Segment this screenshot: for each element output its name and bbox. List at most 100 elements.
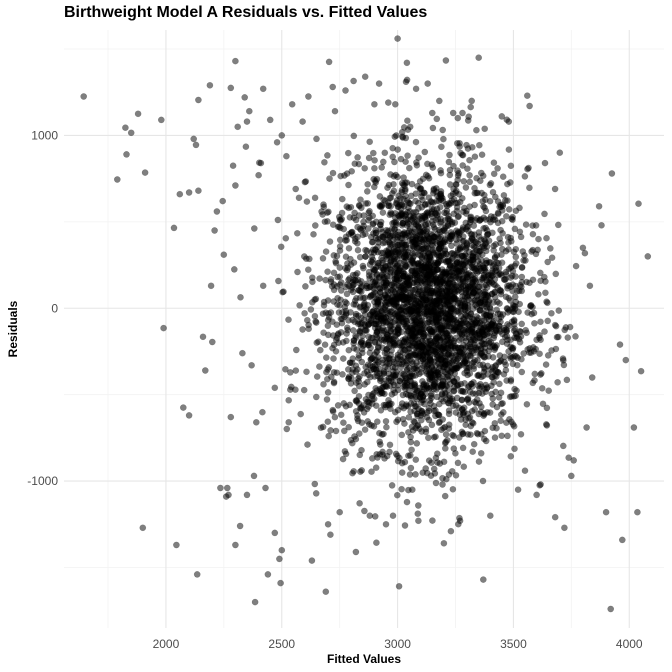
data-point — [537, 277, 545, 285]
data-point — [570, 457, 578, 464]
data-point — [465, 334, 473, 341]
data-point — [232, 182, 239, 189]
data-point — [516, 338, 524, 346]
data-point — [303, 316, 311, 324]
data-point — [378, 164, 386, 171]
data-point — [236, 522, 244, 530]
data-point — [506, 297, 514, 304]
data-point — [347, 261, 355, 269]
data-point — [405, 486, 412, 494]
data-point — [232, 541, 239, 549]
data-point — [487, 271, 495, 279]
data-point — [384, 294, 392, 302]
data-point — [277, 243, 285, 251]
data-point — [489, 354, 497, 361]
data-point — [405, 452, 412, 460]
data-point — [442, 57, 450, 64]
data-point — [607, 605, 615, 613]
data-point — [370, 266, 378, 274]
data-point — [479, 274, 486, 282]
data-point — [331, 413, 339, 421]
data-point — [408, 180, 416, 188]
data-point — [499, 173, 507, 180]
data-point — [308, 274, 316, 282]
data-point — [373, 307, 381, 315]
data-point — [342, 450, 350, 458]
data-point — [479, 477, 487, 485]
data-point — [319, 423, 327, 431]
data-point — [316, 275, 323, 282]
data-point — [521, 467, 529, 475]
data-point — [412, 393, 420, 401]
data-point — [503, 116, 511, 123]
data-point — [446, 272, 453, 280]
data-point — [368, 422, 375, 429]
data-point — [322, 354, 330, 361]
data-point — [394, 241, 401, 249]
data-point — [518, 355, 525, 363]
data-point — [407, 324, 415, 332]
data-point — [544, 352, 552, 359]
data-point — [393, 291, 400, 298]
data-point — [384, 184, 391, 191]
data-point — [463, 274, 471, 281]
data-point — [434, 321, 441, 329]
data-point — [498, 271, 505, 279]
data-point — [245, 107, 253, 115]
data-point — [292, 346, 300, 354]
data-point — [394, 381, 402, 389]
data-point — [394, 416, 402, 424]
data-point — [386, 441, 394, 449]
data-point — [350, 77, 357, 85]
data-point — [455, 381, 462, 389]
data-point — [406, 372, 414, 380]
data-point — [403, 262, 410, 270]
data-point — [435, 289, 443, 296]
data-point — [427, 371, 435, 379]
data-point — [498, 113, 506, 120]
data-point — [376, 438, 384, 446]
data-point — [405, 413, 413, 421]
data-point — [572, 333, 579, 340]
data-point — [361, 426, 369, 434]
data-point — [529, 246, 537, 254]
data-point — [496, 235, 504, 242]
data-point — [448, 255, 456, 263]
data-point — [466, 171, 473, 179]
data-point — [598, 221, 605, 229]
data-point — [415, 239, 423, 247]
data-point — [521, 251, 528, 259]
data-point — [329, 406, 337, 414]
data-point — [446, 181, 454, 188]
data-point — [544, 317, 552, 325]
data-point — [302, 178, 310, 185]
data-point — [381, 239, 389, 246]
data-point — [451, 317, 458, 325]
data-point — [413, 387, 421, 395]
data-point — [371, 351, 378, 359]
data-point — [374, 454, 381, 461]
data-point — [114, 176, 121, 183]
data-point — [507, 355, 514, 362]
data-point — [450, 185, 457, 193]
data-point — [400, 202, 408, 210]
data-point — [371, 361, 379, 369]
data-point — [193, 571, 201, 578]
data-point — [415, 517, 422, 525]
data-point — [529, 230, 537, 238]
data-point — [490, 159, 498, 166]
data-point — [329, 332, 337, 339]
data-point — [526, 184, 533, 192]
data-point — [471, 201, 478, 209]
data-point — [350, 132, 358, 140]
data-point — [541, 328, 548, 335]
data-point — [388, 482, 396, 489]
data-point — [518, 368, 526, 376]
data-point — [410, 260, 418, 267]
data-point — [343, 337, 350, 345]
data-point — [439, 378, 447, 385]
data-point — [446, 166, 454, 174]
data-point — [339, 455, 347, 463]
data-point — [478, 189, 485, 197]
data-point — [508, 318, 516, 326]
